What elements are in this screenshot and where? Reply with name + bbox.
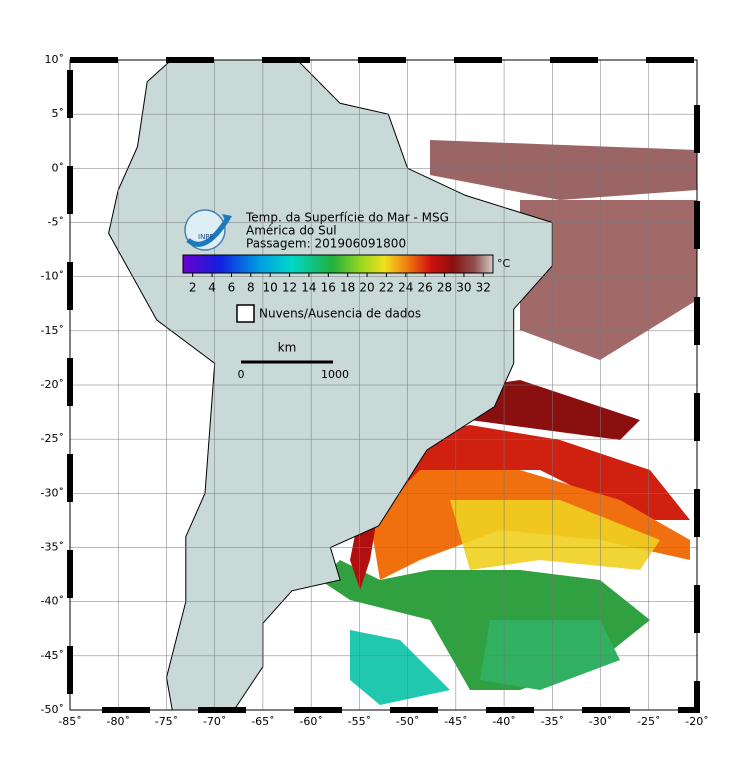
y-tick-label: -35˚ [41,541,64,554]
colorbar-label: 12 [282,281,297,295]
x-tick-label: -40˚ [492,715,515,728]
x-tick-label: -45˚ [444,715,467,728]
frame-line [69,59,698,711]
x-tick-label: -55˚ [348,715,371,728]
x-tick-label: -50˚ [396,715,419,728]
y-tick-label: -30˚ [41,486,64,499]
colorbar-label: 14 [301,281,316,295]
colorbar-label: 18 [340,281,355,295]
cloud-legend: Nuvens/Ausencia de dados [259,307,421,321]
colorbar-label: 8 [247,281,255,295]
colorbar-label: 22 [379,281,394,295]
x-tick-label: -75˚ [155,715,178,728]
colorbar [182,254,494,274]
colorbar-label: 6 [228,281,236,295]
x-tick-label: -60˚ [299,715,322,728]
y-tick-label: -10˚ [41,270,64,283]
colorbar-label: 20 [359,281,374,295]
colorbar-label: 10 [263,281,278,295]
x-tick-label: -20˚ [685,715,708,728]
colorbar-label: 28 [437,281,452,295]
colorbar-label: 30 [456,281,471,295]
y-tick-label: 5˚ [52,107,65,120]
y-tick-label: 10˚ [45,53,65,66]
colorbar-label: 16 [321,281,336,295]
title: Temp. da Superfície do Mar - MSG [245,211,449,225]
x-tick-label: -65˚ [251,715,274,728]
colorbar-label: 24 [398,281,413,295]
scale-end: 1000 [321,368,349,381]
y-tick-label: 0˚ [52,161,65,174]
scale-start: 0 [238,368,245,381]
cloud-swatch [236,304,255,323]
y-tick-label: -50˚ [41,703,64,716]
colorbar-unit: °C [497,257,511,270]
x-tick-label: -85˚ [58,715,81,728]
y-tick-label: -20˚ [41,378,64,391]
x-tick-label: -70˚ [203,715,226,728]
region: América do Sul [246,224,337,238]
x-tick-label: -30˚ [589,715,612,728]
x-tick-label: -35˚ [541,715,564,728]
y-tick-label: -45˚ [41,649,64,662]
colorbar-label: 26 [418,281,433,295]
logo: INPE [184,209,232,251]
x-tick-label: -25˚ [637,715,660,728]
svg-text:INPE: INPE [198,233,214,241]
colorbar-label: 2 [189,281,197,295]
x-tick-label: -80˚ [106,715,129,728]
scale-unit: km [278,341,297,355]
y-tick-label: -15˚ [41,324,64,337]
colorbar-label: 4 [208,281,216,295]
colorbar-label: 32 [476,281,491,295]
pass: Passagem: 201906091800 [246,237,406,251]
y-tick-label: -40˚ [41,595,64,608]
y-tick-label: -25˚ [41,432,64,445]
y-tick-label: -5˚ [48,216,64,229]
